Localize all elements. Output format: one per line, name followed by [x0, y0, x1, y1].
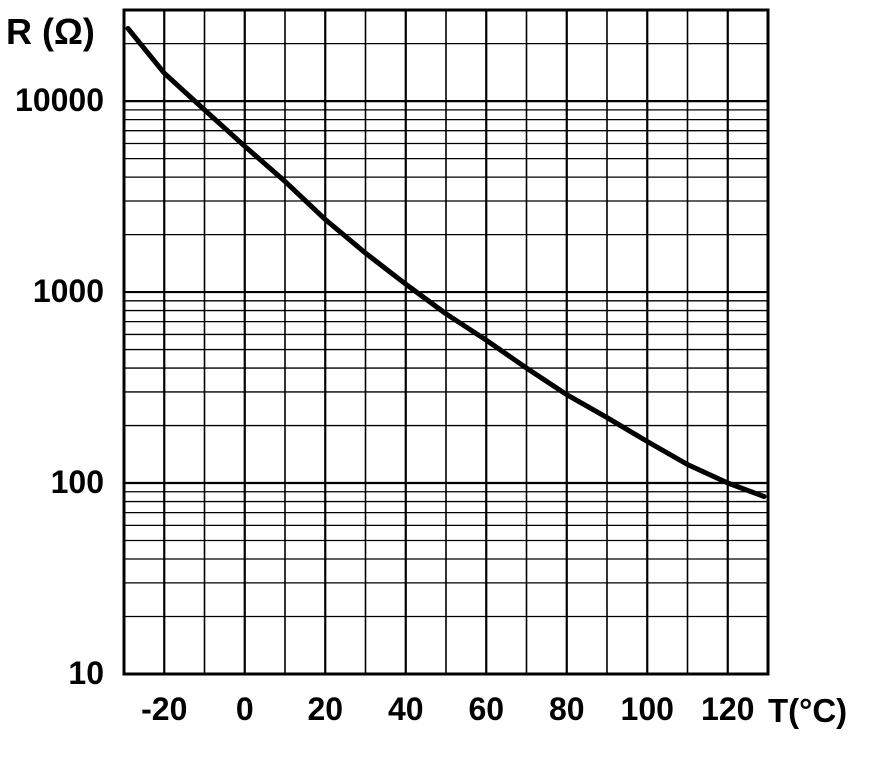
x-tick-label: -20	[141, 691, 187, 727]
x-tick-label: 40	[388, 691, 424, 727]
series-layer	[125, 26, 767, 499]
plot-frame	[122, 8, 770, 676]
series-line-0	[125, 26, 767, 499]
x-tick-label: 0	[236, 691, 254, 727]
x-tick-label: 20	[307, 691, 343, 727]
y-tick-label: 10000	[15, 82, 104, 118]
x-tick-label: 60	[468, 691, 504, 727]
x-tick-labels: -20 0 20 40 60 80 100 120	[141, 691, 754, 727]
y-tick-labels: 10 100 1000 10000	[15, 82, 104, 691]
x-tick-label: 100	[621, 691, 674, 727]
x-tick-label: 80	[549, 691, 585, 727]
y-tick-label: 1000	[33, 273, 104, 309]
grid	[123, 9, 769, 676]
y-tick-label: 100	[51, 464, 104, 500]
x-axis-title: T(°C)	[768, 692, 847, 729]
y-tick-label: 10	[68, 655, 104, 691]
y-axis-title: R (Ω)	[6, 11, 95, 52]
x-tick-label: 120	[701, 691, 754, 727]
